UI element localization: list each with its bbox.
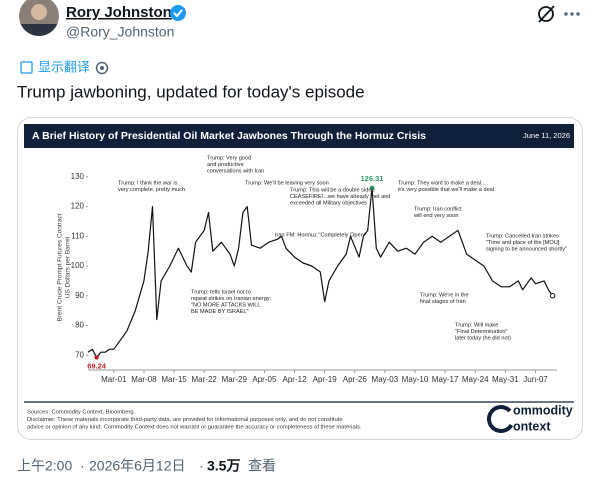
view-label: 查看: [248, 458, 276, 474]
author-name[interactable]: Rory Johnston: [66, 4, 172, 21]
x-tick-label: Mar-08: [131, 375, 157, 384]
annotation: Trump: I think the war is: [118, 180, 178, 186]
annotation: CEASEFIRE!...we have already met and: [290, 194, 390, 200]
annotation: BE MADE BY ISRAEL": [191, 309, 249, 315]
extreme-label: 69.24: [87, 361, 107, 370]
x-tick-label: Jun-07: [523, 375, 548, 384]
x-tick-label: Mar-01: [101, 375, 127, 384]
media-frame[interactable]: [17, 117, 583, 440]
tweet-text: Trump jawboning, updated for today's epi…: [17, 82, 365, 101]
x-tick-label: May-24: [462, 375, 489, 384]
annotation: Trump: Will make: [455, 322, 498, 328]
grok-icon[interactable]: [538, 5, 555, 23]
annotation: Trump: We'll be leaving very soon: [245, 180, 329, 186]
extreme-marker: [94, 355, 99, 360]
annotation: "Final Determination": [455, 329, 507, 335]
settings-icon[interactable]: [95, 61, 109, 75]
avatar[interactable]: [19, 0, 59, 38]
x-tick-label: May-03: [372, 375, 399, 384]
annotation: it's very possible that we'll make a dea…: [398, 187, 494, 193]
source-note: advice or opinion of any kind. Commodity…: [27, 425, 362, 431]
y-tick-label: 120: [71, 202, 85, 211]
extreme-label: 126.31: [361, 174, 384, 183]
x-tick-label: Mar-29: [222, 375, 248, 384]
y-tick-label: 80: [75, 321, 84, 330]
translate-icon: [20, 61, 33, 74]
extreme-marker: [369, 185, 375, 191]
annotation: very complete, pretty much: [118, 187, 185, 193]
annotation: "NO MORE ATTACKS WILL: [191, 302, 261, 308]
y-tick-label: 100: [71, 261, 85, 270]
annotation: final stages of Iran: [420, 299, 466, 305]
logo-icon: [487, 405, 515, 433]
separator: ·: [199, 458, 204, 474]
y-axis-label: US Dollars per Barrel: [65, 236, 72, 298]
post-time[interactable]: 上午2:00: [17, 458, 72, 474]
annotation: will end very soon: [413, 213, 458, 219]
chart-title: A Brief History of Presidential Oil Mark…: [32, 130, 426, 142]
price-line: [87, 187, 554, 358]
annotation: conversations with Iran: [207, 168, 264, 174]
annotation: Iran FM: Hormuz "Completely Open": [275, 232, 366, 238]
x-tick-label: Mar-15: [161, 375, 187, 384]
annotation: exceeded all Military objectives: [290, 200, 367, 206]
y-tick-label: 90: [75, 291, 84, 300]
annotation: later today (he did not): [455, 335, 511, 341]
chart-date: June 11, 2026: [523, 131, 570, 140]
x-tick-label: Mar-22: [192, 375, 218, 384]
view-count: 3.5万: [207, 458, 240, 474]
annotation: Trump: We're in the: [420, 292, 469, 298]
separator: ·: [80, 458, 85, 474]
annotation: Trump: This will be a double sided: [290, 187, 375, 193]
x-tick-label: Apr-05: [252, 375, 277, 384]
source-note: Disclaimer: These materials incorporate …: [27, 417, 343, 423]
chart-title-bar: [24, 124, 574, 148]
annotation: Trump: They want to make a deal...: [398, 180, 486, 186]
annotation: repeat strikes on Iranian energy;: [191, 296, 272, 302]
x-tick-label: Apr-26: [343, 375, 368, 384]
x-tick-label: Apr-12: [283, 375, 308, 384]
y-tick-label: 130: [71, 172, 85, 181]
verified-badge: [170, 5, 186, 21]
annotation: Trump: Iran conflict: [414, 206, 462, 212]
y-tick-label: 70: [75, 350, 84, 359]
x-tick-label: May-31: [492, 375, 519, 384]
y-tick-label: 110: [71, 231, 84, 240]
translate-link[interactable]: 显示翻译: [38, 59, 90, 74]
logo-text: ontext: [513, 419, 551, 433]
end-marker: [549, 293, 556, 299]
source-note: Sources: Commodity Context, Bloomberg.: [27, 410, 136, 416]
annotation: "Time and place of the [MOU]: [486, 240, 560, 246]
logo-text: ommodity: [513, 403, 573, 417]
x-tick-label: Apr-19: [313, 375, 338, 384]
y-axis-label: Brent Crude Prompt Futures Contract: [57, 213, 64, 321]
post-date[interactable]: 2026年6月12日: [89, 458, 186, 474]
author-handle[interactable]: @Rory_Johnston: [66, 24, 174, 40]
annotation: Trump: Cancelled Iran strikes: [486, 233, 559, 239]
more-icon[interactable]: [564, 12, 580, 16]
annotation: signing to be announced shortly": [486, 246, 567, 252]
annotation: and productive: [207, 162, 244, 168]
annotation: Trump: Very good: [207, 155, 251, 161]
annotation: Trump: tells Israel not to: [191, 289, 251, 295]
x-tick-label: May-10: [402, 375, 429, 384]
x-tick-label: May-17: [432, 375, 459, 384]
